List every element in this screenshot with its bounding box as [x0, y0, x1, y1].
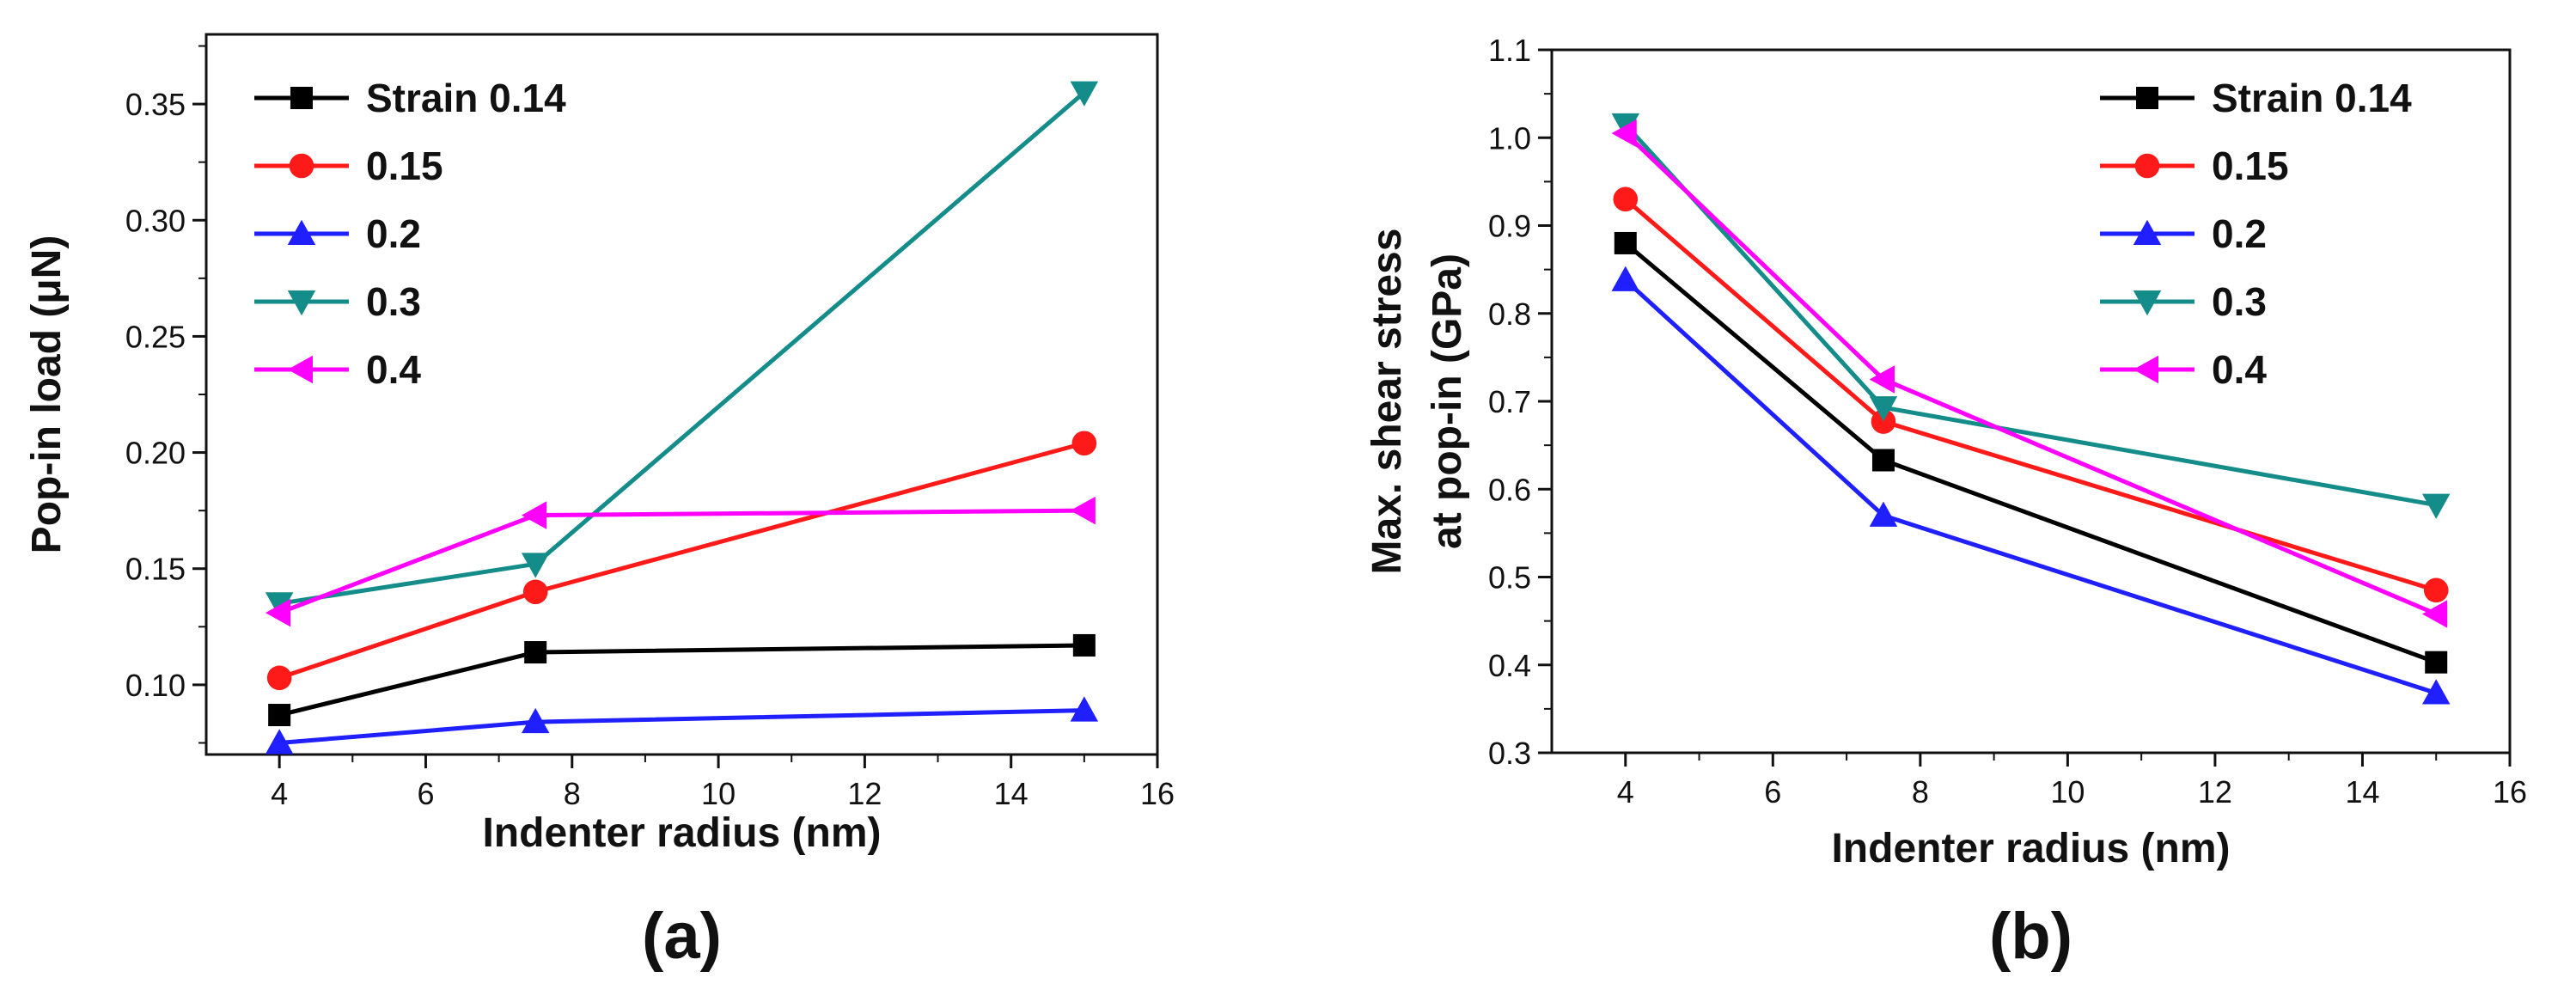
y-tick-label: 0.7 [1488, 384, 1531, 419]
x-axis-title: Indenter radius (nm) [1831, 826, 2230, 871]
data-point [265, 598, 291, 627]
legend-label: 0.2 [366, 211, 421, 256]
legend-label: 0.2 [2212, 211, 2267, 256]
data-point [1614, 231, 1637, 254]
chart-panel-a: 4 6 8 10 12 14 16 0.10 0.15 0.20 0.25 0.30 0.35 Inden… [24, 33, 1175, 973]
legend-marker [290, 87, 313, 109]
legend-label: Strain 0.14 [366, 76, 566, 120]
x-tick-label: 12 [2198, 774, 2232, 810]
series-line-2 [278, 708, 1084, 745]
data-point [1072, 633, 1096, 657]
data-point [1869, 501, 1898, 527]
x-tick-label: 10 [701, 776, 736, 811]
legend-marker [287, 219, 316, 245]
data-point [2421, 679, 2451, 705]
legend-label: Strain 0.14 [2212, 76, 2412, 120]
legend-marker [2133, 290, 2162, 316]
legend-marker [287, 290, 316, 316]
y-tick-label: 0.6 [1488, 472, 1531, 507]
y-tick-label: 0.30 [125, 203, 186, 238]
data-point [2425, 651, 2448, 674]
y-tick-label: 0.5 [1488, 560, 1531, 596]
data-point [268, 704, 291, 727]
data-point [1613, 186, 1639, 212]
x-tick-label: 8 [1912, 774, 1929, 810]
data-point [1070, 696, 1099, 722]
x-tick-label: 16 [1140, 776, 1175, 811]
x-axis-title: Indenter radius (nm) [482, 810, 881, 856]
x-tick-label: 4 [271, 776, 288, 811]
y-tick-label: 0.4 [1488, 648, 1531, 683]
legend-label: 0.3 [2212, 279, 2267, 324]
y-tick-label: 1.1 [1488, 33, 1531, 68]
y-tick-label: 1.0 [1488, 120, 1531, 156]
data-point [521, 501, 547, 529]
series-line-4 [1624, 131, 2438, 616]
x-tick-label: 10 [2050, 774, 2085, 810]
y-axis-title: Pop-in load (μN) [24, 235, 70, 554]
panel-label: (a) [642, 900, 722, 973]
y-tick-label: 0.10 [125, 668, 186, 703]
data-point [2423, 577, 2449, 603]
x-tick-label: 6 [417, 776, 434, 811]
data-point [521, 553, 550, 578]
data-point [1611, 266, 1640, 291]
data-point [2421, 600, 2448, 628]
legend-marker [287, 355, 313, 384]
y-axis-title-line: Max. shear stress [1364, 229, 1410, 575]
data-point [521, 707, 550, 734]
data-point [2421, 493, 2451, 519]
y-tick-label: 0.15 [125, 552, 186, 587]
y-axis-title-line: at pop-in (GPa) [1425, 254, 1470, 549]
x-tick-label: 4 [1617, 774, 1634, 810]
legend-marker [2134, 153, 2160, 179]
y-tick-label: 0.8 [1488, 296, 1531, 332]
data-point [265, 729, 294, 755]
data-point [266, 665, 292, 691]
series-line-1 [278, 441, 1085, 681]
x-tick-label: 14 [994, 776, 1029, 811]
legend-marker [289, 153, 314, 179]
legend-label: 0.15 [366, 144, 443, 188]
panel-label: (b) [1989, 900, 2072, 973]
y-tick-label: 0.9 [1488, 209, 1531, 244]
data-point [1871, 409, 1896, 434]
series-line-4 [278, 508, 1084, 615]
legend-marker [2136, 87, 2158, 109]
x-tick-label: 14 [2345, 774, 2379, 810]
y-tick-label: 0.25 [125, 319, 186, 354]
x-tick-label: 6 [1764, 774, 1781, 810]
y-tick-label: 0.20 [125, 436, 186, 471]
chart-panel-b: 4 6 8 10 12 14 16 0.3 0.4 0.5 0.6 0.7 0.8 0.9 1.0 1.1 In… [1364, 33, 2527, 973]
data-point [522, 579, 548, 605]
x-tick-label: 8 [564, 776, 581, 811]
data-point [1869, 365, 1895, 394]
legend-marker [2133, 219, 2162, 245]
data-point [1611, 119, 1637, 148]
plot-frame [1550, 48, 2512, 755]
x-tick-label: 16 [2493, 774, 2527, 810]
data-point [524, 641, 547, 664]
legend-marker [2133, 355, 2158, 384]
data-point [1871, 449, 1895, 472]
series-line-0 [278, 643, 1084, 718]
series-line-2 [1624, 278, 2437, 695]
data-point [1869, 396, 1898, 422]
legend-label: 0.3 [366, 279, 421, 324]
data-point [1070, 81, 1099, 107]
data-point [1071, 431, 1097, 456]
x-tick-label: 12 [847, 776, 882, 811]
series-line-3 [1623, 123, 2437, 508]
legend-label: 0.15 [2212, 144, 2289, 188]
data-point [1070, 496, 1096, 525]
data-point [265, 592, 294, 618]
legend-label: 0.4 [366, 347, 421, 392]
legend-label: 0.4 [2212, 347, 2267, 392]
y-tick-label: 0.3 [1488, 736, 1531, 771]
y-tick-label: 0.35 [125, 87, 186, 122]
